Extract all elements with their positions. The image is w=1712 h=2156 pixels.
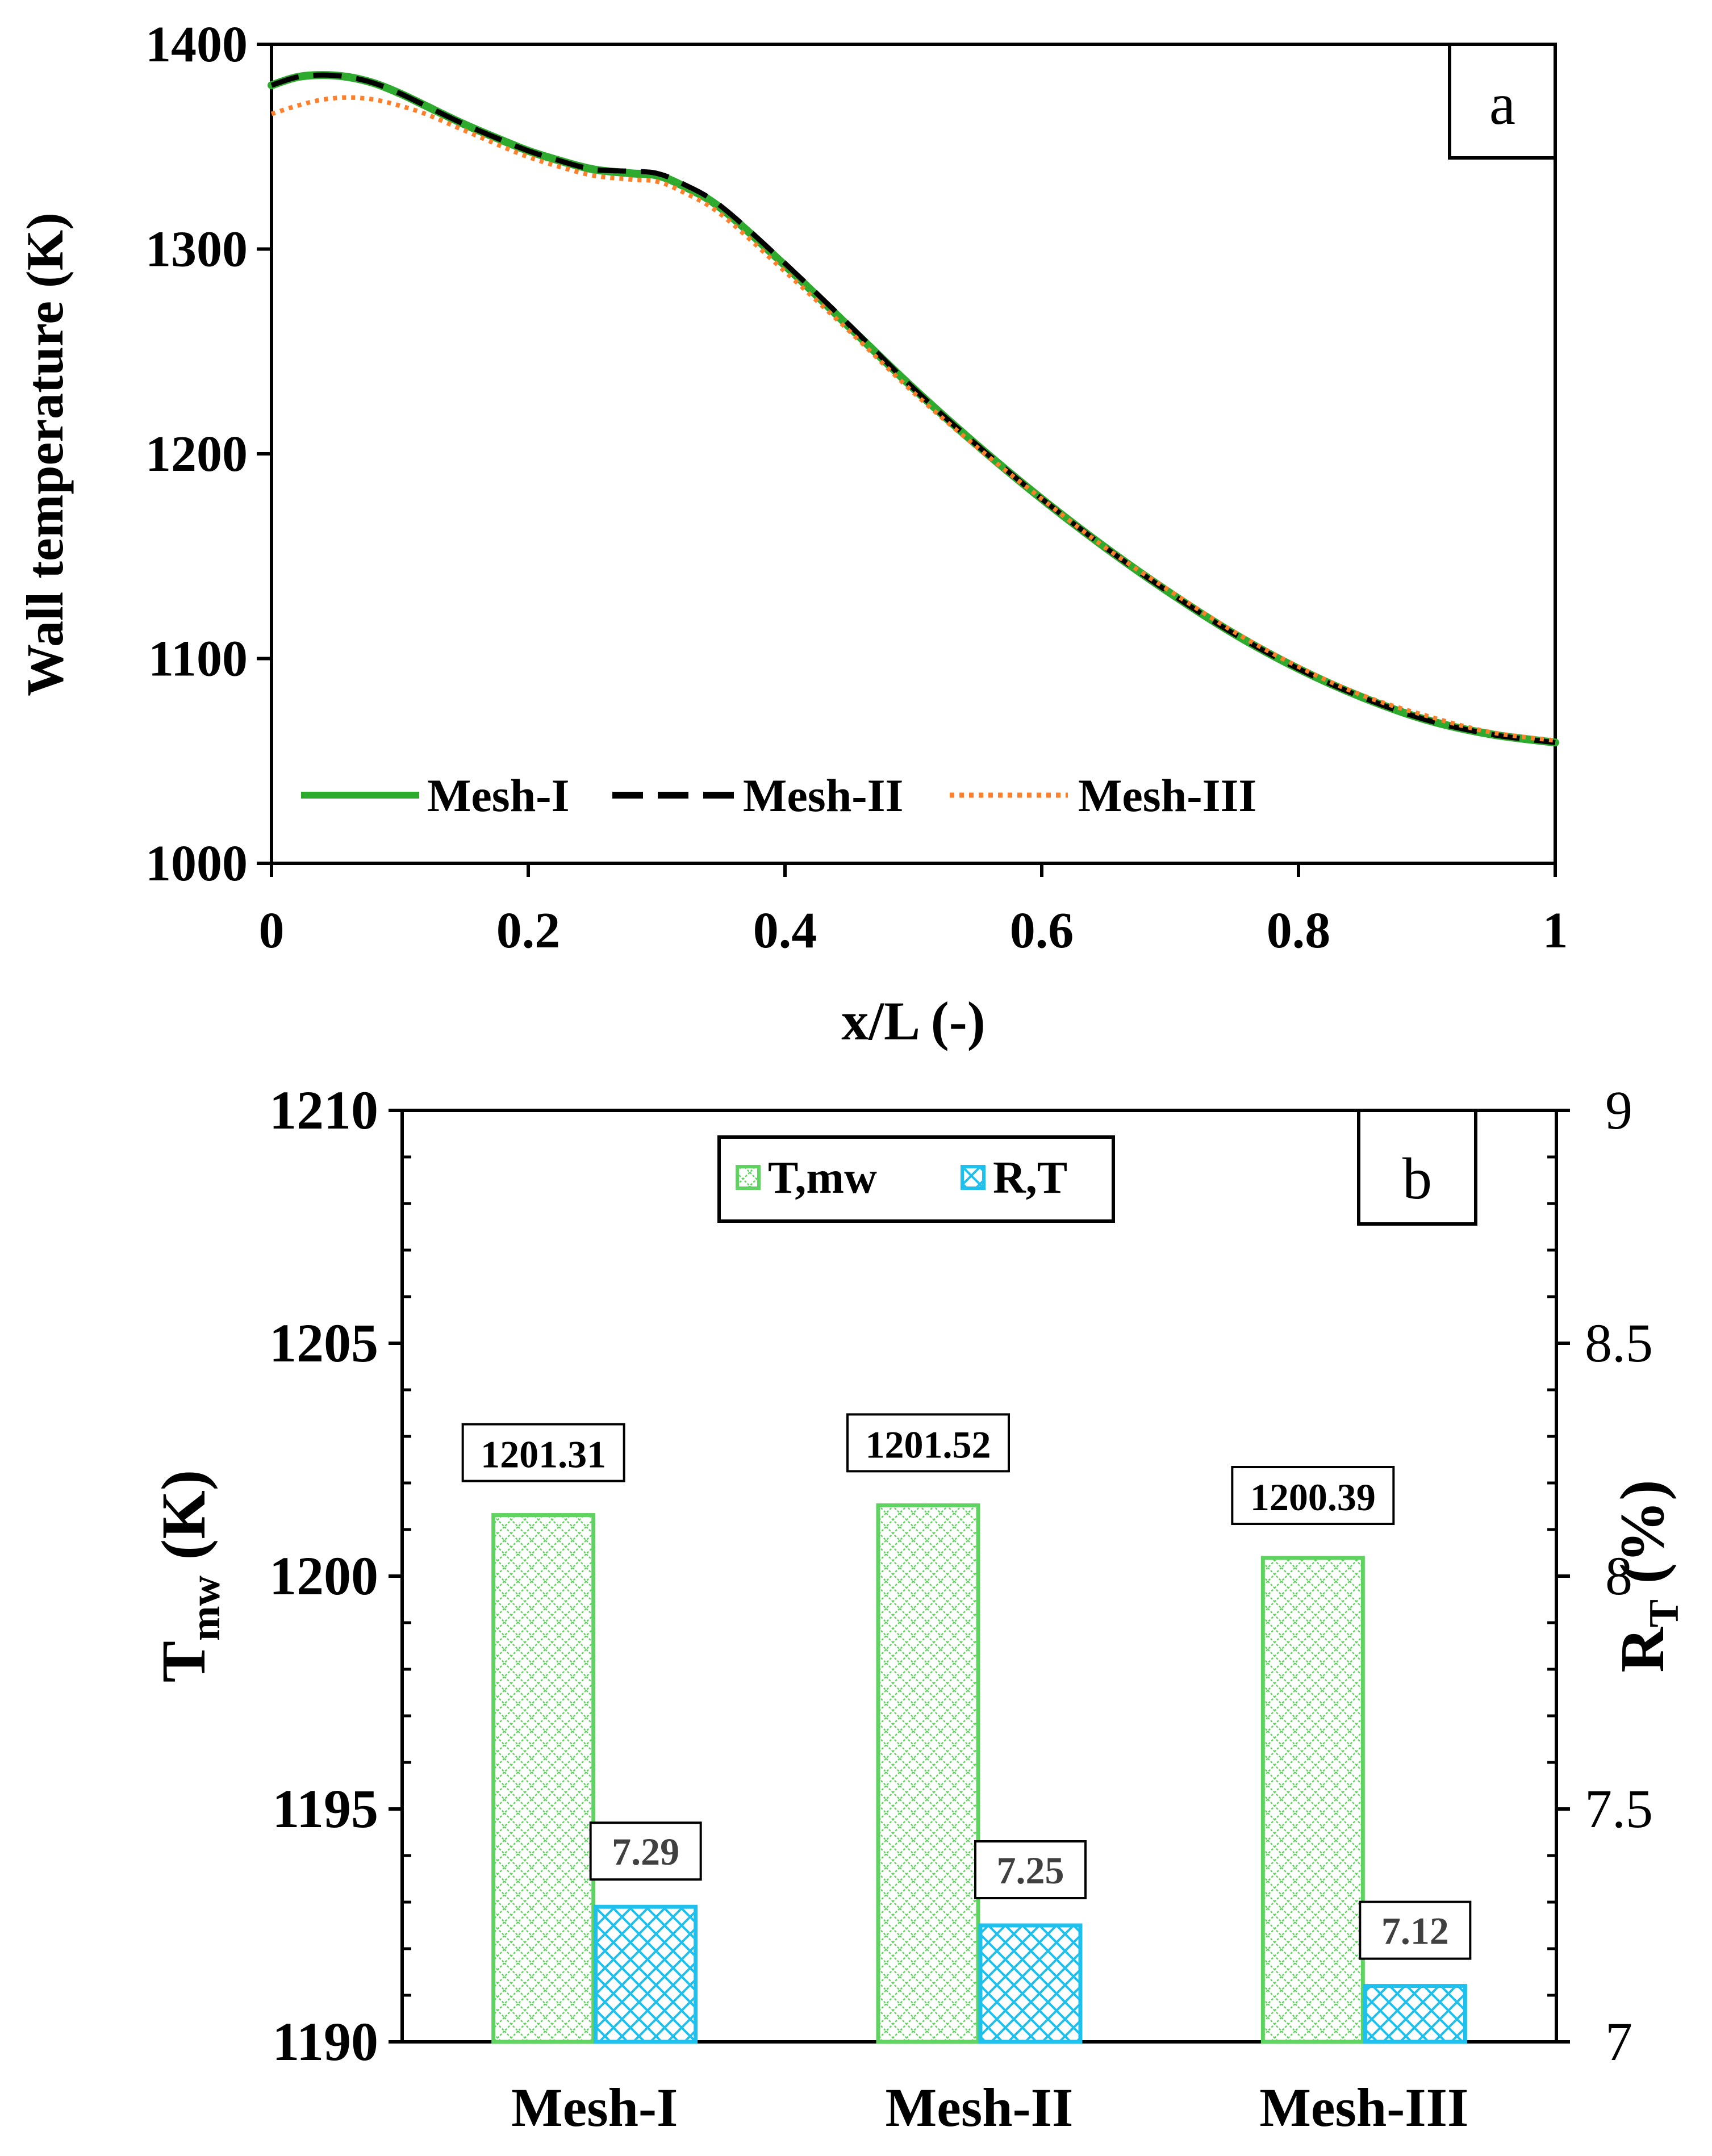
panel-b-right-tick-label: 7.5 (1585, 1778, 1653, 1839)
legend-tmw-label: T,mw (768, 1153, 877, 1203)
left-axis-label-sub: mw (182, 1575, 229, 1641)
panel-a-label: a (1489, 72, 1515, 137)
legend-tmw-swatch (736, 1165, 761, 1190)
category-label-mesh-ii: Mesh-II (886, 2077, 1074, 2138)
panel-a-xtick-label: 0.4 (753, 902, 817, 959)
right-axis-label-main: R (1607, 1627, 1677, 1673)
panel-a-xtick-label: 0.8 (1267, 902, 1331, 959)
bar-rt-mesh-iii (1363, 1984, 1467, 2044)
panel-b-legend: T,mw R,T (717, 1135, 1115, 1223)
bar-rt-label-box (589, 1821, 702, 1881)
panel-a-legend: Mesh-I Mesh-II Mesh-III (301, 770, 1256, 821)
legend-mesh-iii-label: Mesh-III (1078, 770, 1256, 821)
panel-b-left-tick-label: 1200 (269, 1545, 378, 1606)
panel-b-right-tick-label: 8 (1605, 1545, 1632, 1606)
category-label-mesh-i: Mesh-I (511, 2077, 678, 2138)
legend-mesh-i-label: Mesh-I (427, 770, 570, 821)
bar-rt-label-box (1359, 1900, 1472, 1960)
panel-a-xtick-label: 0.2 (496, 902, 561, 959)
bar-tmw-mesh-ii (876, 1503, 980, 2044)
legend-mesh-ii-label: Mesh-II (743, 770, 903, 821)
bar-tmw-label-box (461, 1423, 625, 1482)
panel-b-right-tick-label: 9 (1605, 1080, 1632, 1140)
panel-b-right-tick-label: 8.5 (1585, 1313, 1653, 1373)
category-label-mesh-iii: Mesh-III (1259, 2077, 1468, 2138)
bar-tmw-mesh-iii (1260, 1556, 1365, 2044)
panel-b-left-axis-label: Tmw (K) (149, 1470, 229, 1683)
panel-a-y-axis-label: Wall temperature (K) (16, 212, 74, 696)
legend-rt-label: R,T (993, 1153, 1067, 1203)
legend-rt-swatch (961, 1165, 986, 1190)
panel-a-ytick-label: 1000 (145, 835, 248, 892)
bar-rt-mesh-i (594, 1904, 698, 2044)
panel-b-label: b (1402, 1146, 1432, 1211)
bar-rt-value-label: 7.25 (997, 1849, 1064, 1892)
series-mesh-i-line (268, 71, 1559, 747)
panel-a-ytick-label: 1100 (148, 631, 248, 687)
bar-tmw-value-label: 1201.52 (866, 1423, 991, 1466)
panel-b-left-tick-label: 1195 (272, 1778, 378, 1839)
panel-a-xtick-label: 0.6 (1010, 902, 1074, 959)
panel-a-line-chart: 1000 1100 1200 1300 1400 0 0.2 0.4 0.6 0.8 1 a Me… (16, 16, 1568, 1051)
panel-a-ytick-label: 1300 (145, 222, 248, 278)
bar-tmw-value-label: 1200.39 (1250, 1476, 1376, 1519)
series-mesh-iii-line (270, 95, 1556, 743)
panel-b-left-tick-label: 1205 (269, 1313, 378, 1373)
bar-tmw-mesh-i (491, 1513, 596, 2044)
panel-b-left-tick-label: 1190 (272, 2011, 378, 2072)
left-axis-label-main: T (149, 1641, 218, 1682)
panel-b-legend-box (717, 1135, 1115, 1223)
bar-tmw-label-box (846, 1413, 1010, 1473)
bar-rt-value-label: 7.29 (612, 1830, 679, 1873)
panel-a-ytick-label: 1200 (145, 426, 248, 482)
panel-b-right-tick-label: 7 (1605, 2011, 1632, 2072)
panel-a-x-axis-label: x/L (-) (841, 991, 985, 1051)
bar-tmw-label-box (1231, 1466, 1395, 1526)
panel-a-plot-frame (270, 43, 1557, 865)
panel-b-left-tick-label: 1210 (269, 1080, 378, 1140)
panel-b-label-box (1357, 1109, 1477, 1226)
bar-rt-mesh-ii (978, 1923, 1083, 2044)
panel-a-ytick-label: 1400 (145, 16, 248, 73)
right-axis-label-rest: (%) (1607, 1480, 1677, 1599)
panel-a-label-box (1448, 43, 1557, 160)
panel-a-xtick-label: 0 (259, 902, 285, 959)
panel-a-xtick-label: 1 (1543, 902, 1568, 959)
bar-rt-label-box (974, 1840, 1087, 1899)
series-mesh-ii-line (270, 72, 1556, 745)
bar-tmw-value-label: 1201.31 (481, 1433, 606, 1476)
left-axis-label-rest: (K) (149, 1470, 218, 1576)
panel-b-right-axis-label: RT (%) (1607, 1480, 1688, 1673)
panel-b-bar-chart: 1190 1195 1200 1205 1210 7 7.5 8 8.5 9 1201.31 7.… (149, 1080, 1688, 2138)
bar-rt-value-label: 7.12 (1381, 1910, 1449, 1953)
right-axis-label-sub: T (1641, 1599, 1688, 1627)
